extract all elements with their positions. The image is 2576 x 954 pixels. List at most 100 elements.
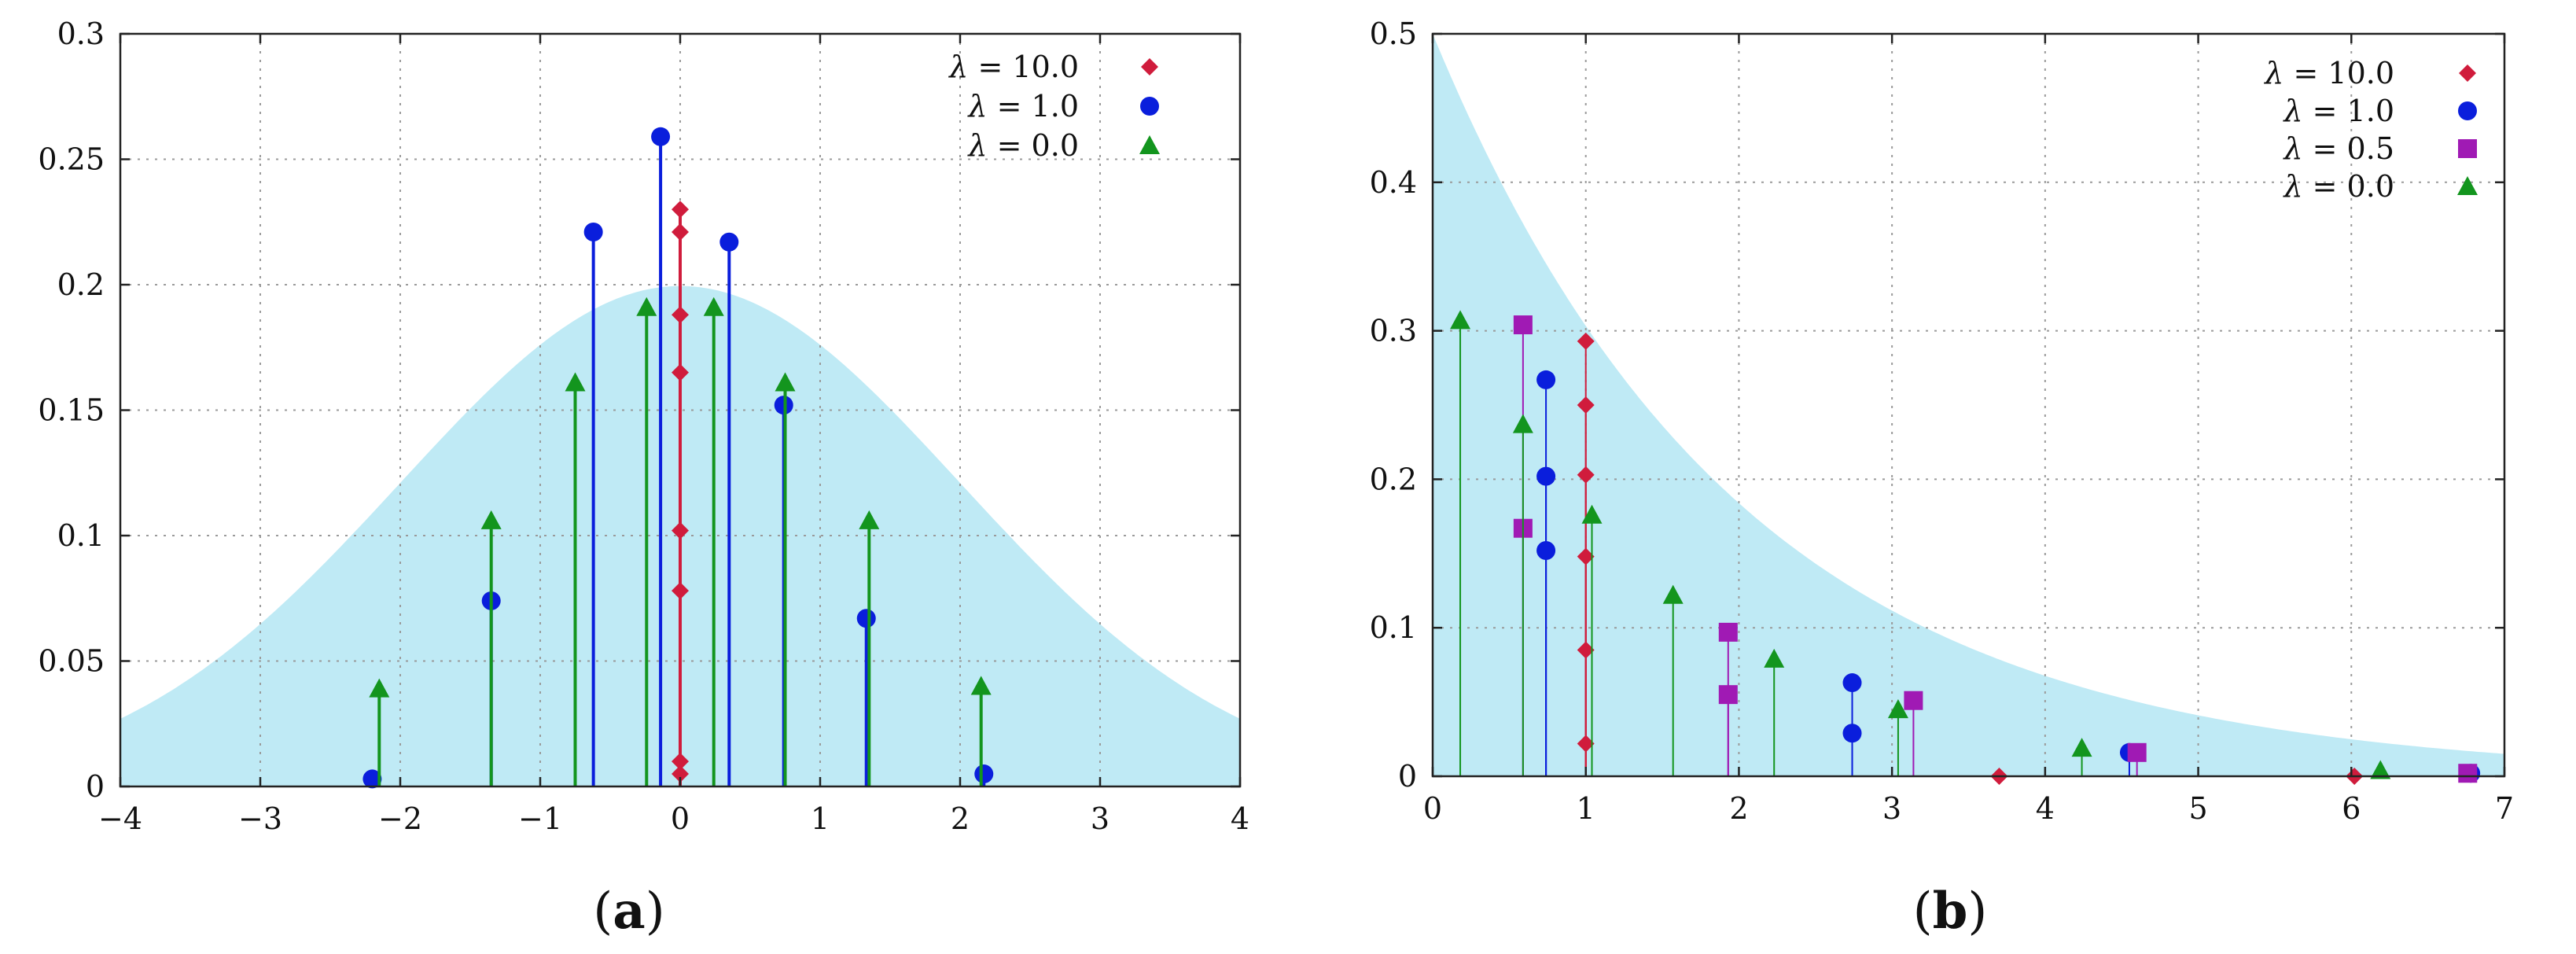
panel-b-series (1450, 310, 2481, 785)
data-point-triangle (2071, 738, 2092, 757)
data-point-diamond (1577, 332, 1595, 350)
x-tick-label: 2 (951, 801, 970, 836)
y-tick-label: 0.2 (57, 267, 105, 302)
data-point-circle (1842, 724, 1862, 743)
data-point-diamond (672, 582, 689, 600)
data-point-square (2458, 764, 2478, 783)
legend-label: λ = 0.0 (2282, 169, 2394, 204)
y-tick-label: 0.05 (38, 644, 105, 679)
data-point-square (1904, 691, 1923, 710)
legend-label: λ = 0.0 (966, 128, 1079, 163)
legend-marker-triangle (1139, 135, 1160, 155)
x-tick-label: 4 (2036, 791, 2055, 826)
data-point-diamond (1577, 396, 1595, 414)
data-point-triangle (2370, 760, 2391, 779)
y-tick-label: 0.1 (57, 518, 105, 553)
data-point-square (1718, 685, 1738, 705)
data-point-diamond (1577, 547, 1595, 565)
x-tick-label: 0 (671, 801, 690, 836)
data-point-diamond (1577, 641, 1595, 659)
legend-label: λ = 10.0 (948, 50, 1079, 84)
legend-marker-diamond (2459, 64, 2476, 82)
panel-a-ticks: −4 −3 −2 −1 0 1 2 3 4 0 0.05 0.1 0.15 0.2 0.25 0.3 (38, 17, 1249, 836)
legend-marker-triangle (2457, 176, 2478, 196)
x-tick-label: −1 (518, 801, 562, 836)
data-point-triangle (703, 297, 724, 316)
x-tick-label: 1 (811, 801, 830, 836)
x-tick-label: −3 (238, 801, 282, 836)
x-tick-label: 5 (2188, 791, 2207, 826)
x-tick-label: −4 (98, 801, 142, 836)
series-diamond-b (1577, 332, 2364, 785)
data-point-triangle (636, 297, 657, 316)
data-point-circle (1536, 541, 1556, 561)
data-point-circle (719, 232, 739, 252)
x-tick-label: −2 (378, 801, 422, 836)
panel-b-label: (b) (1913, 882, 1988, 941)
x-tick-label: 1 (1577, 791, 1595, 826)
data-point-diamond (672, 306, 689, 324)
y-tick-label: 0 (1398, 759, 1417, 794)
series-triangle-b (1450, 310, 2391, 779)
x-tick-label: 3 (1091, 801, 1110, 836)
y-tick-label: 0.3 (1370, 314, 1417, 348)
y-tick-label: 0.15 (38, 393, 105, 428)
panel-b-ticks: 0 1 2 3 4 5 6 7 0 0.1 0.2 0.3 0.4 0.5 (1370, 17, 2515, 826)
data-point-square (2127, 742, 2147, 762)
data-point-circle (1536, 466, 1556, 486)
panel-b-frame (1431, 32, 2506, 778)
x-tick-label: 4 (1231, 801, 1249, 836)
legend-label: λ = 1.0 (2282, 94, 2394, 128)
legend-marker-circle (1140, 97, 1159, 116)
y-tick-label: 0.25 (38, 142, 105, 177)
data-point-diamond (672, 363, 689, 381)
data-point-circle (583, 223, 603, 242)
data-point-triangle (1512, 414, 1533, 433)
panel-b-legend: λ = 10.0 λ = 1.0λ = 0.5λ = 0.0 (2263, 56, 2478, 204)
data-point-diamond (672, 223, 689, 241)
data-point-triangle (480, 510, 502, 529)
legend-marker-circle (2458, 101, 2477, 120)
panel-a-label: (a) (593, 882, 664, 941)
data-point-circle (974, 764, 994, 784)
x-tick-label: 3 (1882, 791, 1901, 826)
x-tick-label: 2 (1729, 791, 1748, 826)
data-point-circle (856, 609, 876, 628)
data-point-triangle (775, 372, 796, 392)
panel-a-legend: λ = 10.0 λ = 1.0 λ = 0.0 (948, 50, 1160, 163)
data-point-triangle (565, 372, 586, 392)
panel-a-series (362, 127, 994, 789)
data-point-diamond (672, 753, 689, 771)
data-point-diamond (672, 765, 689, 783)
data-point-diamond (672, 521, 689, 540)
x-tick-label: 0 (1423, 791, 1442, 826)
data-point-circle (362, 769, 382, 789)
panel-b-area-fill (1433, 34, 2504, 776)
y-tick-label: 0.5 (1370, 17, 1417, 51)
y-tick-label: 0.4 (1370, 165, 1417, 200)
series-diamond-a (672, 201, 689, 786)
panel-a: −4 −3 −2 −1 0 1 2 3 4 0 0.05 0.1 0.15 0.2 0.25 0.3 λ = … (38, 17, 1249, 941)
y-tick-label: 0.3 (57, 17, 105, 51)
legend-marker-diamond (1141, 58, 1158, 76)
data-point-triangle (369, 678, 390, 698)
y-tick-label: 0.1 (1370, 610, 1417, 645)
data-point-triangle (859, 510, 880, 529)
panel-b: 0 1 2 3 4 5 6 7 0 0.1 0.2 0.3 0.4 0.5 λ = 10.0 λ = 1.0… (1370, 17, 2515, 941)
data-point-triangle (1450, 310, 1471, 330)
legend-label: λ = 0.5 (2282, 131, 2394, 166)
legend-marker-square (2458, 139, 2477, 158)
data-point-diamond (1577, 466, 1595, 484)
x-tick-label: 6 (2342, 791, 2361, 826)
y-tick-label: 0 (86, 769, 105, 804)
series-triangle-a (369, 297, 992, 786)
data-point-triangle (970, 676, 992, 695)
data-point-circle (1842, 673, 1862, 693)
legend-label: λ = 10.0 (2263, 56, 2394, 90)
data-point-triangle (1764, 648, 1785, 668)
data-point-triangle (1662, 584, 1684, 604)
data-point-diamond (672, 201, 689, 219)
data-point-circle (1536, 370, 1556, 389)
x-tick-label: 7 (2495, 791, 2514, 826)
